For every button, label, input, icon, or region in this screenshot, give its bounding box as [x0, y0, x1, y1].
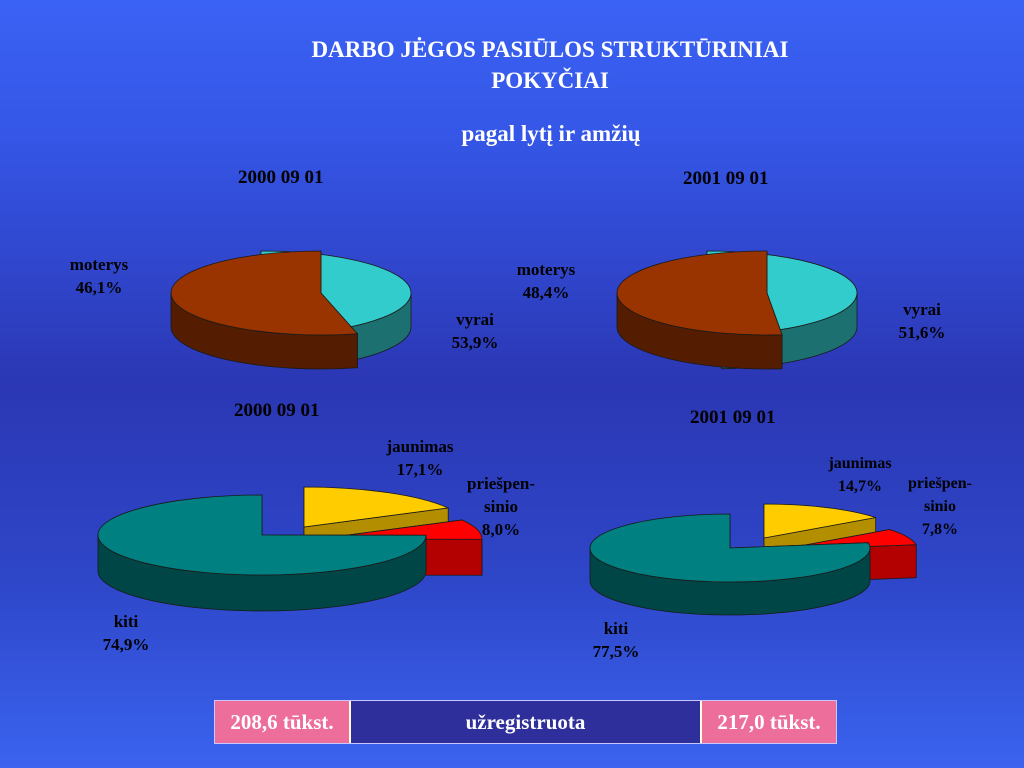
footer-label: užregistruota: [351, 701, 700, 743]
label-moterys-2000-value: 46,1%: [75, 278, 123, 297]
registration-footer: 208,6 tūkst. užregistruota 217,0 tūkst.: [214, 700, 837, 744]
title-line2: POKYČIAI: [491, 68, 609, 93]
pie-gender-2000: [170, 250, 412, 370]
date-pie3: 2000 09 01: [234, 400, 320, 421]
label-kiti-2000-name: kiti: [113, 612, 139, 631]
label-moterys-2000: moterys 46,1%: [60, 253, 138, 299]
slice-top: [589, 513, 871, 583]
label-jaunimas-2000-value: 17,1%: [396, 460, 444, 479]
pie-age-2001: [589, 503, 917, 616]
label-kiti-2000: kiti 74,9%: [88, 610, 164, 656]
label-priespensinio-2000-value: 8,0%: [481, 520, 521, 539]
label-kiti-2001: kiti 77,5%: [578, 617, 654, 663]
pie-slice: [589, 513, 871, 616]
label-priespensinio-2001-line1: priešpen-: [908, 475, 972, 492]
label-jaunimas-2000: jaunimas 17,1%: [370, 435, 470, 481]
label-priespensinio-2001-value: 7,8%: [922, 521, 958, 538]
label-jaunimas-2001-value: 14,7%: [838, 478, 882, 495]
slice-top: [317, 519, 483, 540]
label-vyrai-2000: vyrai 53,9%: [440, 308, 510, 354]
label-vyrai-2000-value: 53,9%: [451, 333, 499, 352]
chart-title: DARBO JĖGOS PASIŪLOS STRUKTŪRINIAI POKYČ…: [0, 34, 1024, 96]
label-priespensinio-2000: priešpen- sinio 8,0%: [453, 472, 549, 541]
label-priespensinio-2000-line1: priešpen-: [467, 474, 535, 493]
label-vyrai-2001-value: 51,6%: [898, 323, 946, 342]
label-priespensinio-2001-line2: sinio: [923, 498, 956, 515]
label-kiti-2000-value: 74,9%: [102, 635, 150, 654]
date-pie1: 2000 09 01: [238, 167, 324, 188]
slice-top: [303, 486, 450, 528]
pie-slice: [97, 494, 427, 612]
label-jaunimas-2001: jaunimas 14,7%: [814, 452, 906, 498]
date-pie2: 2001 09 01: [683, 168, 769, 189]
slice-top: [763, 503, 876, 539]
pie-slice: [170, 250, 359, 370]
label-moterys-2000-name: moterys: [69, 255, 129, 274]
slice-top: [97, 494, 427, 576]
label-vyrai-2001-name: vyrai: [903, 300, 941, 319]
label-kiti-2001-value: 77,5%: [592, 642, 640, 661]
label-kiti-2001-name: kiti: [603, 619, 629, 638]
pie-gender-2001: [616, 250, 858, 370]
label-jaunimas-2001-name: jaunimas: [828, 455, 892, 472]
pie-age-2000: [97, 486, 483, 612]
slice-top: [616, 250, 783, 336]
label-vyrai-2001: vyrai 51,6%: [888, 298, 956, 344]
date-pie4: 2001 09 01: [690, 407, 776, 428]
label-priespensinio-2001: priešpen- sinio 7,8%: [894, 472, 986, 541]
title-line1: DARBO JĖGOS PASIŪLOS STRUKTŪRINIAI: [311, 37, 789, 62]
chart-subtitle: pagal lytį ir amžių: [461, 121, 641, 146]
label-priespensinio-2000-line2: sinio: [483, 497, 519, 516]
label-moterys-2001-name: moterys: [516, 260, 576, 279]
label-vyrai-2000-name: vyrai: [456, 310, 494, 329]
footer-2001-total: 217,0 tūkst.: [700, 701, 836, 743]
label-moterys-2001: moterys 48,4%: [508, 258, 584, 304]
slice-top: [170, 250, 359, 336]
label-moterys-2001-value: 48,4%: [522, 283, 570, 302]
label-jaunimas-2000-name: jaunimas: [386, 437, 454, 456]
pie-slice: [616, 250, 783, 370]
footer-2000-total: 208,6 tūkst.: [215, 701, 351, 743]
